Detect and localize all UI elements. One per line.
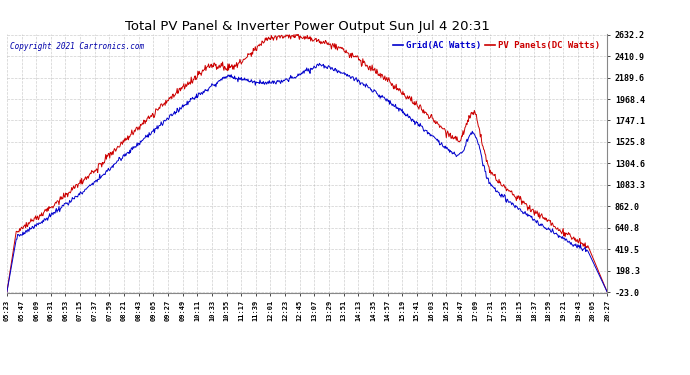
Legend: Grid(AC Watts), PV Panels(DC Watts): Grid(AC Watts), PV Panels(DC Watts) <box>390 38 603 54</box>
Title: Total PV Panel & Inverter Power Output Sun Jul 4 20:31: Total PV Panel & Inverter Power Output S… <box>125 20 489 33</box>
Text: Copyright 2021 Cartronics.com: Copyright 2021 Cartronics.com <box>10 42 144 51</box>
